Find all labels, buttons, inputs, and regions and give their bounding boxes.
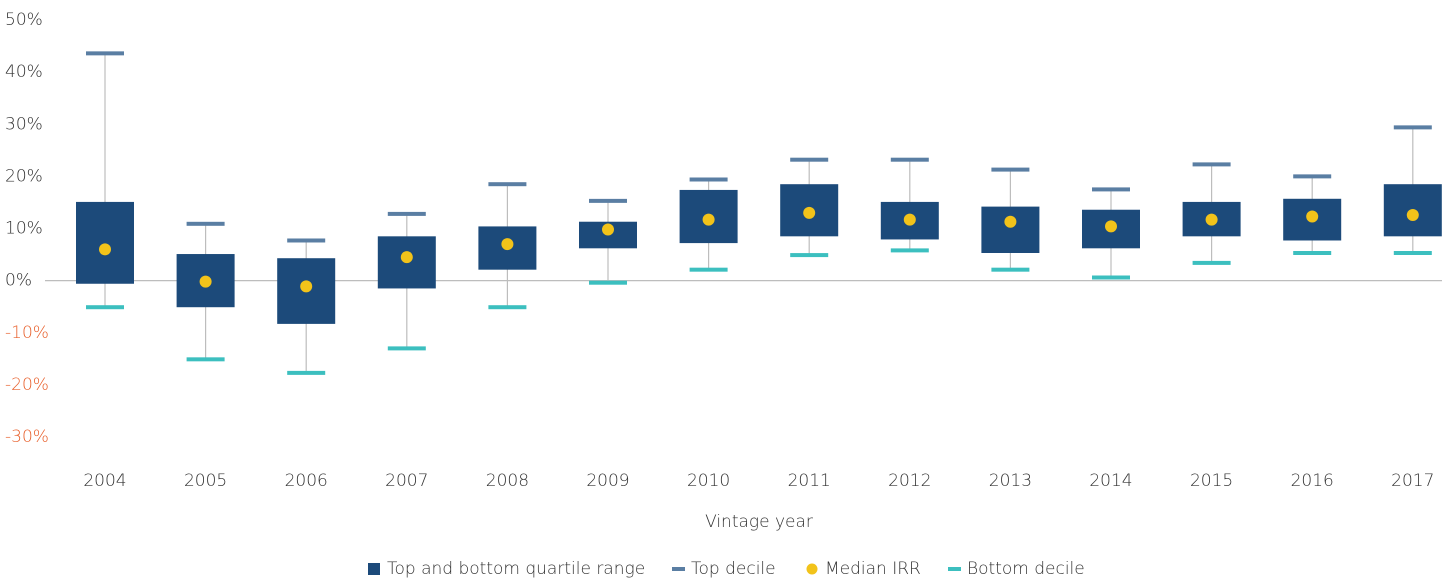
x-tick-label: 2007: [385, 471, 428, 491]
median-dot: [99, 243, 111, 256]
bottom-decile: [689, 267, 728, 272]
legend-label: Median IRR: [825, 559, 921, 579]
bottom-decile: [991, 267, 1030, 272]
median-dot: [702, 213, 715, 226]
y-tick-label: 30%: [5, 114, 43, 134]
median-dot: [1406, 208, 1419, 221]
top-decile: [689, 177, 728, 182]
top-decile: [1192, 162, 1231, 167]
median-dot: [903, 213, 916, 226]
top-decile: [1092, 187, 1130, 192]
top-decile: [488, 182, 527, 187]
legend-swatch: [948, 567, 961, 571]
x-tick-label: 2012: [888, 471, 931, 491]
x-tick-label: 2004: [83, 471, 126, 491]
bottom-decile: [1393, 250, 1432, 255]
legend-swatch: [672, 567, 685, 571]
y-tick-label: -30%: [5, 427, 49, 447]
bottom-decile: [790, 253, 829, 258]
x-tick-label: 2017: [1391, 471, 1434, 491]
bottom-decile: [589, 280, 627, 285]
bottom-decile: [1192, 260, 1231, 265]
top-decile: [1293, 174, 1332, 179]
top-decile: [287, 238, 326, 243]
x-tick-label: 2008: [486, 471, 529, 491]
median-dot: [803, 206, 816, 219]
top-decile: [790, 157, 829, 162]
top-decile: [1393, 125, 1432, 130]
bottom-decile: [387, 346, 426, 351]
y-tick-label: 50%: [5, 10, 43, 30]
median-dot: [400, 251, 413, 264]
median-dot: [300, 280, 313, 293]
legend-label: Top decile: [691, 559, 776, 579]
median-dot: [1105, 220, 1117, 233]
top-decile: [890, 157, 929, 162]
top-decile: [589, 198, 627, 203]
bottom-decile: [1092, 275, 1130, 280]
median-dot: [501, 238, 514, 251]
x-tick-label: 2014: [1089, 471, 1132, 491]
x-tick-label: 2013: [989, 471, 1032, 491]
x-tick-label: 2010: [687, 471, 730, 491]
top-decile: [387, 211, 426, 216]
x-tick-label: 2015: [1190, 471, 1233, 491]
median-dot: [1004, 215, 1017, 228]
legend-label: Top and bottom quartile range: [387, 559, 645, 579]
quartile-box: [981, 206, 1040, 253]
bottom-decile: [186, 357, 225, 362]
y-tick-label: 0%: [5, 271, 32, 291]
bottom-decile: [488, 305, 527, 310]
median-dot: [602, 223, 614, 236]
median-dot: [1205, 213, 1218, 226]
y-tick-label: 20%: [5, 166, 43, 186]
bottom-decile: [287, 370, 326, 375]
median-dot: [199, 275, 212, 288]
y-tick-label: 40%: [5, 62, 43, 82]
y-tick-label: -20%: [5, 375, 49, 395]
median-dot: [1306, 210, 1319, 223]
x-axis-label: Vintage year: [705, 512, 813, 532]
top-decile: [186, 221, 225, 226]
legend-label: Bottom decile: [967, 559, 1085, 579]
x-tick-label: 2016: [1291, 471, 1334, 491]
x-tick-label: 2006: [285, 471, 328, 491]
bottom-decile: [890, 248, 929, 253]
x-tick-label: 2005: [184, 471, 227, 491]
legend-swatch: [806, 563, 818, 575]
y-tick-label: -10%: [5, 323, 49, 343]
legend-swatch: [368, 563, 380, 575]
quartile-box: [76, 201, 134, 284]
top-decile: [86, 51, 124, 56]
x-tick-label: 2011: [788, 471, 831, 491]
bottom-decile: [86, 305, 124, 310]
y-tick-label: 10%: [5, 219, 43, 239]
bottom-decile: [1293, 250, 1332, 255]
x-tick-label: 2009: [586, 471, 629, 491]
top-decile: [991, 167, 1030, 172]
